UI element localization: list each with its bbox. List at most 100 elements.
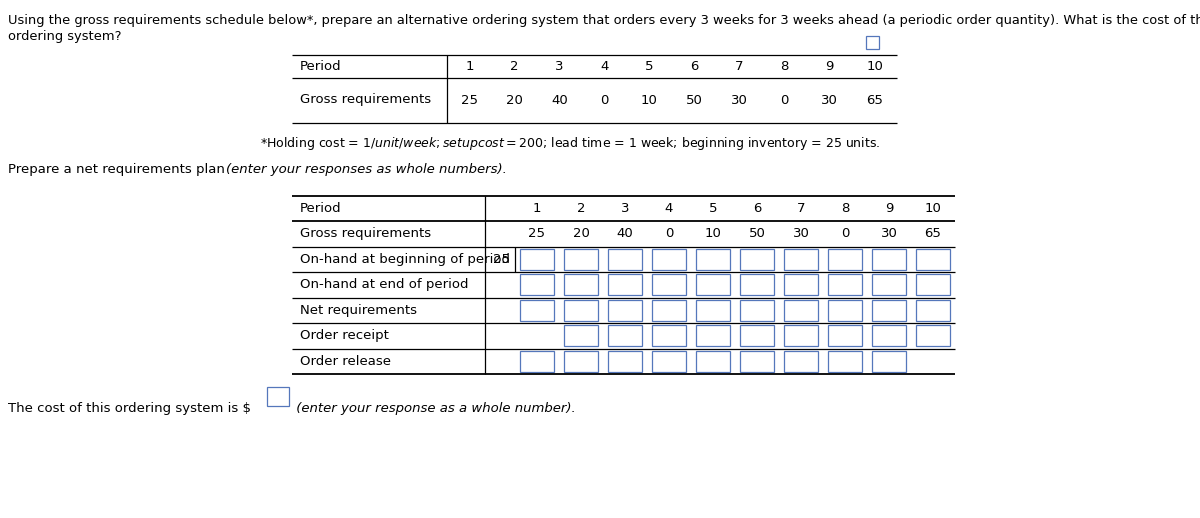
Text: 20: 20 — [572, 227, 589, 240]
Text: 7: 7 — [736, 60, 744, 73]
Bar — [564, 249, 598, 270]
Text: 30: 30 — [881, 227, 898, 240]
Text: 25: 25 — [493, 253, 510, 266]
Bar — [740, 274, 774, 295]
Bar — [652, 249, 686, 270]
Text: 3: 3 — [620, 202, 629, 215]
Bar — [784, 249, 818, 270]
Bar — [696, 300, 730, 321]
Bar — [696, 325, 730, 346]
Bar — [872, 325, 906, 346]
Bar — [652, 351, 686, 372]
Bar — [608, 325, 642, 346]
Bar — [696, 249, 730, 270]
Bar — [916, 274, 950, 295]
Text: 5: 5 — [646, 60, 654, 73]
Text: ordering system?: ordering system? — [8, 30, 121, 43]
Text: 10: 10 — [641, 94, 658, 107]
Text: 25: 25 — [528, 227, 546, 240]
Text: 20: 20 — [506, 94, 523, 107]
Text: Gross requirements: Gross requirements — [300, 227, 431, 240]
Text: Prepare a net requirements plan (enter your responses as whole numbers).: Prepare a net requirements plan (enter y… — [8, 164, 511, 177]
Text: On-hand at end of period: On-hand at end of period — [300, 278, 468, 291]
Text: 0: 0 — [600, 94, 608, 107]
Bar — [828, 351, 862, 372]
Text: 40: 40 — [551, 94, 568, 107]
Bar — [872, 300, 906, 321]
Text: 0: 0 — [780, 94, 788, 107]
Bar — [564, 351, 598, 372]
Text: 40: 40 — [617, 227, 634, 240]
Text: 8: 8 — [841, 202, 850, 215]
Text: (enter your response as a whole number).: (enter your response as a whole number). — [292, 402, 575, 415]
Bar — [872, 249, 906, 270]
Text: 1: 1 — [466, 60, 474, 73]
Text: 30: 30 — [821, 94, 838, 107]
Bar — [784, 351, 818, 372]
Text: Period: Period — [300, 60, 342, 73]
Text: Using the gross requirements schedule below*, prepare an alternative ordering sy: Using the gross requirements schedule be… — [8, 14, 1200, 27]
Bar — [916, 325, 950, 346]
Bar — [608, 249, 642, 270]
Text: 65: 65 — [924, 227, 942, 240]
Text: *Holding cost = $1/unit/week; setup cost = $200; lead time = 1 week; beginning i: *Holding cost = $1/unit/week; setup cost… — [260, 136, 881, 152]
Bar — [828, 249, 862, 270]
Text: 30: 30 — [792, 227, 810, 240]
Bar — [520, 249, 554, 270]
Bar — [564, 300, 598, 321]
Text: Period: Period — [300, 202, 342, 215]
Bar — [564, 325, 598, 346]
Bar — [828, 325, 862, 346]
Bar — [652, 300, 686, 321]
Bar — [652, 274, 686, 295]
Bar — [916, 249, 950, 270]
Bar — [520, 351, 554, 372]
Text: Order release: Order release — [300, 355, 391, 368]
Bar — [608, 351, 642, 372]
Text: 10: 10 — [704, 227, 721, 240]
Bar — [865, 36, 878, 49]
Bar — [520, 274, 554, 295]
Bar — [740, 351, 774, 372]
Text: Net requirements: Net requirements — [300, 304, 418, 316]
Text: The cost of this ordering system is $: The cost of this ordering system is $ — [8, 402, 251, 415]
Bar — [784, 325, 818, 346]
Text: 50: 50 — [749, 227, 766, 240]
Text: 4: 4 — [600, 60, 608, 73]
Text: 6: 6 — [752, 202, 761, 215]
Bar — [696, 351, 730, 372]
Bar — [828, 274, 862, 295]
Text: 9: 9 — [884, 202, 893, 215]
Text: 10: 10 — [924, 202, 942, 215]
Text: 30: 30 — [731, 94, 748, 107]
Text: 0: 0 — [665, 227, 673, 240]
Text: 0: 0 — [841, 227, 850, 240]
Bar — [520, 300, 554, 321]
Text: 10: 10 — [866, 60, 883, 73]
Bar — [608, 300, 642, 321]
Bar — [872, 351, 906, 372]
Text: 7: 7 — [797, 202, 805, 215]
Text: (enter your responses as whole numbers).: (enter your responses as whole numbers). — [226, 164, 506, 177]
Text: 65: 65 — [866, 94, 883, 107]
Text: 25: 25 — [461, 94, 478, 107]
Text: 3: 3 — [556, 60, 564, 73]
Text: Order receipt: Order receipt — [300, 329, 389, 342]
Text: 9: 9 — [826, 60, 834, 73]
Bar — [828, 300, 862, 321]
Bar — [564, 274, 598, 295]
Text: 2: 2 — [510, 60, 518, 73]
Text: 4: 4 — [665, 202, 673, 215]
Text: Prepare a net requirements plan: Prepare a net requirements plan — [8, 164, 229, 177]
Bar — [740, 300, 774, 321]
Bar — [608, 274, 642, 295]
Bar — [740, 325, 774, 346]
Bar — [784, 300, 818, 321]
Bar — [872, 274, 906, 295]
Bar — [784, 274, 818, 295]
Bar — [696, 274, 730, 295]
Bar — [916, 300, 950, 321]
Text: 50: 50 — [686, 94, 703, 107]
Text: Gross requirements: Gross requirements — [300, 94, 431, 107]
Bar — [740, 249, 774, 270]
